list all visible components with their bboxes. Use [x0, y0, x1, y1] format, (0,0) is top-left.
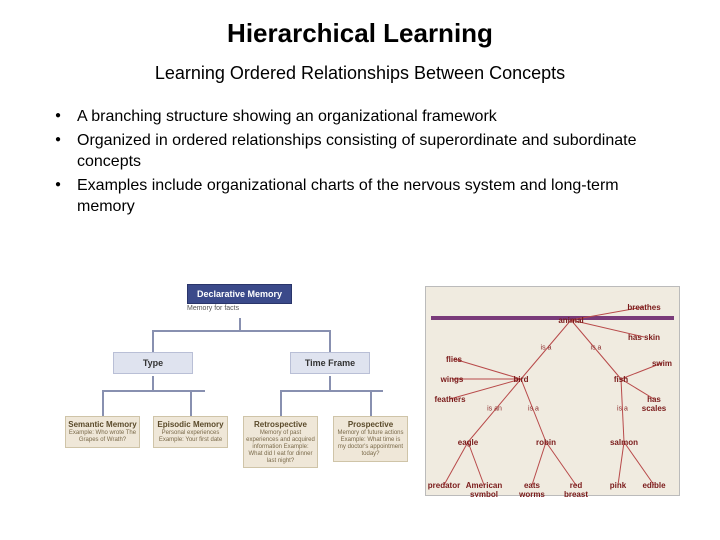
svg-text:is a: is a [541, 345, 552, 352]
svg-text:predator: predator [428, 481, 460, 490]
mid-node-timeframe: Time Frame [290, 352, 370, 374]
connector [152, 330, 330, 332]
svg-text:hasscales: hasscales [642, 395, 667, 413]
connector [152, 376, 154, 390]
svg-text:edible: edible [642, 481, 666, 490]
svg-text:wings: wings [440, 375, 464, 384]
connector [280, 390, 383, 392]
page-title: Hierarchical Learning [0, 0, 720, 49]
root-caption: Memory for facts [187, 305, 292, 312]
connector [239, 318, 241, 330]
svg-text:flies: flies [446, 355, 463, 364]
svg-text:is a: is a [617, 406, 628, 413]
network-svg: is a is a is an is a is a animal breathes has s… [426, 287, 681, 497]
root-node: Declarative Memory [187, 284, 292, 304]
mid-node-type: Type [113, 352, 193, 374]
leaf-desc: Memory of past experiences and acquired … [246, 430, 315, 464]
svg-text:Americansymbol: Americansymbol [466, 481, 503, 497]
svg-text:bird: bird [513, 375, 528, 384]
page-subtitle: Learning Ordered Relationships Between C… [0, 63, 720, 84]
svg-text:is a: is a [591, 345, 602, 352]
svg-text:fish: fish [614, 375, 628, 384]
semantic-network-figure: is a is a is an is a is a animal breathes has s… [425, 286, 680, 496]
connector [280, 390, 282, 416]
bullet-list: A branching structure showing an organiz… [55, 106, 680, 218]
bullet-item: Organized in ordered relationships consi… [55, 130, 680, 173]
bullet-item: Examples include organizational charts o… [55, 175, 680, 218]
svg-text:eagle: eagle [458, 438, 479, 447]
svg-text:is a: is a [528, 406, 539, 413]
svg-text:breathes: breathes [627, 303, 661, 312]
svg-text:has skin: has skin [628, 333, 660, 342]
connector [370, 390, 372, 416]
bullet-item: A branching structure showing an organiz… [55, 106, 680, 128]
svg-text:pink: pink [610, 481, 627, 490]
svg-text:feathers: feathers [434, 395, 466, 404]
leaf-title: Prospective [336, 420, 405, 429]
leaf-semantic: Semantic Memory Example: Who wrote The G… [65, 416, 140, 448]
leaf-desc: Example: Who wrote The Grapes of Wrath? [68, 430, 137, 444]
leaf-title: Retrospective [246, 420, 315, 429]
leaf-retrospective: Retrospective Memory of past experiences… [243, 416, 318, 468]
svg-text:robin: robin [536, 438, 556, 447]
leaf-title: Episodic Memory [156, 420, 225, 429]
leaf-episodic: Episodic Memory Personal experiences Exa… [153, 416, 228, 448]
svg-text:eatsworms: eatsworms [518, 481, 545, 497]
connector [190, 390, 192, 416]
leaf-desc: Memory of future actions Example: What t… [336, 430, 405, 458]
svg-text:animal: animal [558, 316, 583, 325]
leaf-desc: Personal experiences Example: Your first… [156, 430, 225, 444]
svg-text:redbreast: redbreast [564, 481, 588, 497]
connector [102, 390, 104, 416]
leaf-title: Semantic Memory [68, 420, 137, 429]
svg-text:is an: is an [487, 406, 502, 413]
svg-text:salmon: salmon [610, 438, 638, 447]
connector [152, 330, 154, 352]
svg-text:swim: swim [652, 359, 672, 368]
connector [329, 376, 331, 390]
leaf-prospective: Prospective Memory of future actions Exa… [333, 416, 408, 462]
connector [329, 330, 331, 352]
memory-hierarchy-figure: Declarative Memory Memory for facts Type… [55, 278, 410, 508]
